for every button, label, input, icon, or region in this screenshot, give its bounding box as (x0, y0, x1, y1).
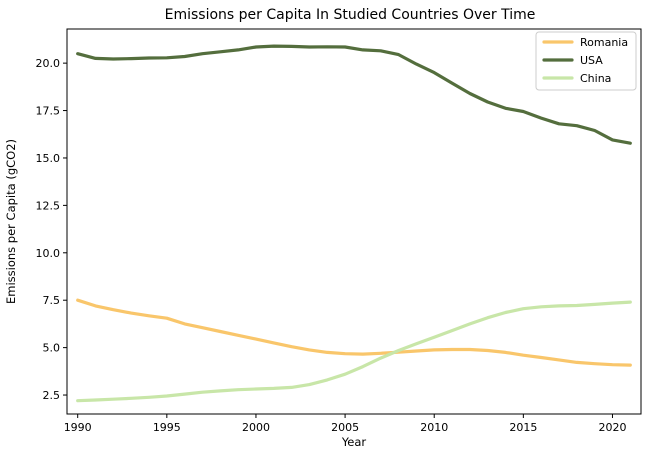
y-tick-label: 2.5 (43, 389, 61, 402)
x-tick-label: 1995 (153, 421, 181, 434)
legend-label: China (580, 72, 611, 85)
legend-label: Romania (580, 36, 628, 49)
series-line-usa (76, 44, 632, 145)
legend-box (535, 31, 637, 91)
x-tick-label: 2005 (331, 421, 359, 434)
legend: Romania USA China (535, 31, 637, 91)
y-tick-label: 20.0 (36, 57, 61, 70)
y-tick-label: 10.0 (36, 247, 61, 260)
legend-label: USA (580, 54, 603, 67)
series-line-romania (76, 298, 632, 367)
y-tick-label: 12.5 (36, 199, 61, 212)
y-tick-label: 15.0 (36, 152, 61, 165)
chart-title: Emissions per Capita In Studied Countrie… (165, 7, 536, 23)
x-tick-label: 1990 (64, 421, 92, 434)
x-tick-label: 2015 (509, 421, 537, 434)
plot-area (66, 28, 642, 415)
x-tick-label: 2000 (242, 421, 270, 434)
y-axis-label: Emissions per Capita (gCO2) (4, 139, 18, 304)
x-tick-label: 2020 (598, 421, 626, 434)
series-line-china (76, 300, 632, 403)
x-tick-label: 2010 (420, 421, 448, 434)
x-axis-label: Year (341, 435, 367, 449)
y-tick-label: 7.5 (43, 294, 61, 307)
y-tick-label: 5.0 (43, 342, 61, 355)
y-tick-label: 17.5 (36, 105, 61, 118)
